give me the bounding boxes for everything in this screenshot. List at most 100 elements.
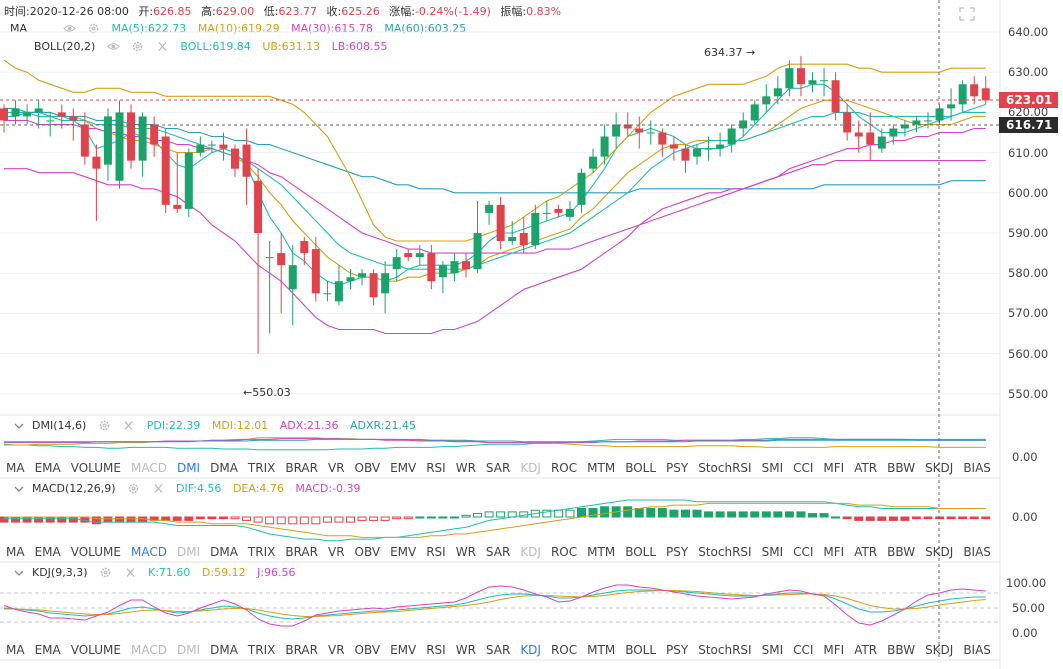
indicator-tab-boll[interactable]: BOLL bbox=[625, 643, 657, 657]
indicator-tab-vr[interactable]: VR bbox=[327, 545, 345, 559]
close-icon[interactable] bbox=[122, 420, 135, 431]
indicator-tab-kdj[interactable]: KDJ bbox=[520, 461, 541, 475]
indicator-tab-rsi[interactable]: RSI bbox=[426, 545, 446, 559]
indicator-tab-dma[interactable]: DMA bbox=[210, 461, 238, 475]
d-value: D:59.12 bbox=[201, 566, 246, 579]
indicator-tab-kdj[interactable]: KDJ bbox=[520, 643, 541, 657]
indicator-tab-roc[interactable]: ROC bbox=[550, 545, 578, 559]
indicator-tab-ma[interactable]: MA bbox=[6, 643, 25, 657]
indicator-tab-volume[interactable]: VOLUME bbox=[70, 461, 121, 475]
indicator-tab-brar[interactable]: BRAR bbox=[285, 545, 318, 559]
indicator-tab-ema[interactable]: EMA bbox=[34, 545, 61, 559]
indicator-tab-kdj[interactable]: KDJ bbox=[520, 545, 541, 559]
indicator-tab-dmi[interactable]: DMI bbox=[176, 545, 201, 559]
indicator-tab-trix[interactable]: TRIX bbox=[247, 545, 276, 559]
indicator-tab-brar[interactable]: BRAR bbox=[285, 461, 318, 475]
indicator-tab-atr[interactable]: ATR bbox=[854, 545, 878, 559]
indicator-tab-stochrsi[interactable]: StochRSI bbox=[698, 643, 752, 657]
indicator-tab-vr[interactable]: VR bbox=[327, 643, 345, 657]
indicator-tab-rsi[interactable]: RSI bbox=[426, 643, 446, 657]
indicator-tab-bbw[interactable]: BBW bbox=[887, 545, 916, 559]
indicator-tab-macd[interactable]: MACD bbox=[130, 461, 167, 475]
fullscreen-icon[interactable] bbox=[958, 6, 976, 22]
indicator-tab-skdj[interactable]: SKDJ bbox=[925, 643, 954, 657]
indicator-tab-skdj[interactable]: SKDJ bbox=[925, 545, 954, 559]
indicator-tab-ma[interactable]: MA bbox=[6, 461, 25, 475]
indicator-tab-dmi[interactable]: DMI bbox=[176, 461, 201, 475]
indicator-tab-emv[interactable]: EMV bbox=[390, 461, 417, 475]
indicator-tab-sar[interactable]: SAR bbox=[485, 461, 511, 475]
indicator-tab-obv[interactable]: OBV bbox=[354, 643, 381, 657]
indicator-tab-mfi[interactable]: MFI bbox=[823, 461, 845, 475]
indicator-tab-wr[interactable]: WR bbox=[455, 545, 476, 559]
indicator-tab-volume[interactable]: VOLUME bbox=[70, 545, 121, 559]
indicator-tab-trix[interactable]: TRIX bbox=[247, 461, 276, 475]
macd-bar bbox=[496, 511, 506, 518]
indicator-tab-dmi[interactable]: DMI bbox=[176, 643, 201, 657]
indicator-tab-bias[interactable]: BIAS bbox=[963, 545, 991, 559]
gear-icon[interactable] bbox=[99, 567, 112, 578]
indicator-tab-mfi[interactable]: MFI bbox=[823, 545, 845, 559]
indicator-tab-trix[interactable]: TRIX bbox=[247, 643, 276, 657]
indicator-tab-ema[interactable]: EMA bbox=[34, 643, 61, 657]
indicator-tab-dma[interactable]: DMA bbox=[210, 545, 238, 559]
indicator-tab-macd[interactable]: MACD bbox=[130, 545, 167, 559]
gear-icon[interactable] bbox=[127, 483, 140, 494]
indicator-tab-smi[interactable]: SMI bbox=[761, 545, 784, 559]
indicator-tab-sar[interactable]: SAR bbox=[485, 545, 511, 559]
indicator-tab-cci[interactable]: CCI bbox=[793, 545, 814, 559]
indicator-tab-psy[interactable]: PSY bbox=[666, 545, 689, 559]
close-icon[interactable] bbox=[156, 41, 169, 52]
collapse-icon[interactable] bbox=[13, 483, 25, 495]
indicator-tab-boll[interactable]: BOLL bbox=[625, 461, 657, 475]
close-icon[interactable] bbox=[124, 567, 137, 578]
indicator-tab-atr[interactable]: ATR bbox=[854, 461, 878, 475]
indicator-tab-volume[interactable]: VOLUME bbox=[70, 643, 121, 657]
indicator-tab-bbw[interactable]: BBW bbox=[887, 461, 916, 475]
indicator-tab-mtm[interactable]: MTM bbox=[587, 643, 616, 657]
indicator-tab-ema[interactable]: EMA bbox=[34, 461, 61, 475]
indicator-tab-bias[interactable]: BIAS bbox=[963, 643, 991, 657]
indicator-tab-cci[interactable]: CCI bbox=[793, 643, 814, 657]
indicator-tab-skdj[interactable]: SKDJ bbox=[925, 461, 954, 475]
indicator-tab-stochrsi[interactable]: StochRSI bbox=[698, 461, 752, 475]
close-info: 收:625.26 bbox=[326, 5, 380, 18]
indicator-tab-macd[interactable]: MACD bbox=[130, 643, 167, 657]
eye-icon[interactable] bbox=[62, 23, 76, 34]
indicator-tab-stochrsi[interactable]: StochRSI bbox=[698, 545, 752, 559]
gear-icon[interactable] bbox=[131, 41, 144, 52]
eye-icon[interactable] bbox=[107, 41, 120, 52]
indicator-tab-boll[interactable]: BOLL bbox=[625, 545, 657, 559]
indicator-tab-obv[interactable]: OBV bbox=[354, 461, 381, 475]
indicator-tab-emv[interactable]: EMV bbox=[390, 545, 417, 559]
indicator-tab-wr[interactable]: WR bbox=[455, 461, 476, 475]
candle-body bbox=[11, 108, 20, 117]
indicator-tab-emv[interactable]: EMV bbox=[390, 643, 417, 657]
indicator-tab-sar[interactable]: SAR bbox=[485, 643, 511, 657]
indicator-tab-wr[interactable]: WR bbox=[455, 643, 476, 657]
indicator-tab-obv[interactable]: OBV bbox=[354, 545, 381, 559]
collapse-icon[interactable] bbox=[13, 420, 25, 432]
indicator-tab-mfi[interactable]: MFI bbox=[823, 643, 845, 657]
indicator-tab-brar[interactable]: BRAR bbox=[285, 643, 318, 657]
indicator-tab-bias[interactable]: BIAS bbox=[963, 461, 991, 475]
indicator-tab-vr[interactable]: VR bbox=[327, 461, 345, 475]
collapse-icon[interactable] bbox=[13, 567, 25, 579]
gear-icon[interactable] bbox=[98, 420, 111, 431]
indicator-tab-dma[interactable]: DMA bbox=[210, 643, 238, 657]
indicator-tab-smi[interactable]: SMI bbox=[761, 643, 784, 657]
indicator-tab-roc[interactable]: ROC bbox=[550, 643, 578, 657]
indicator-tab-psy[interactable]: PSY bbox=[666, 643, 689, 657]
indicator-tab-cci[interactable]: CCI bbox=[793, 461, 814, 475]
indicator-tab-bbw[interactable]: BBW bbox=[887, 643, 916, 657]
close-icon[interactable] bbox=[152, 483, 165, 494]
indicator-tab-roc[interactable]: ROC bbox=[550, 461, 578, 475]
indicator-tab-mtm[interactable]: MTM bbox=[587, 545, 616, 559]
indicator-tab-ma[interactable]: MA bbox=[6, 545, 25, 559]
indicator-tab-rsi[interactable]: RSI bbox=[426, 461, 446, 475]
indicator-tab-atr[interactable]: ATR bbox=[854, 643, 878, 657]
indicator-tab-mtm[interactable]: MTM bbox=[587, 461, 616, 475]
indicator-tab-smi[interactable]: SMI bbox=[761, 461, 784, 475]
indicator-tab-psy[interactable]: PSY bbox=[666, 461, 689, 475]
